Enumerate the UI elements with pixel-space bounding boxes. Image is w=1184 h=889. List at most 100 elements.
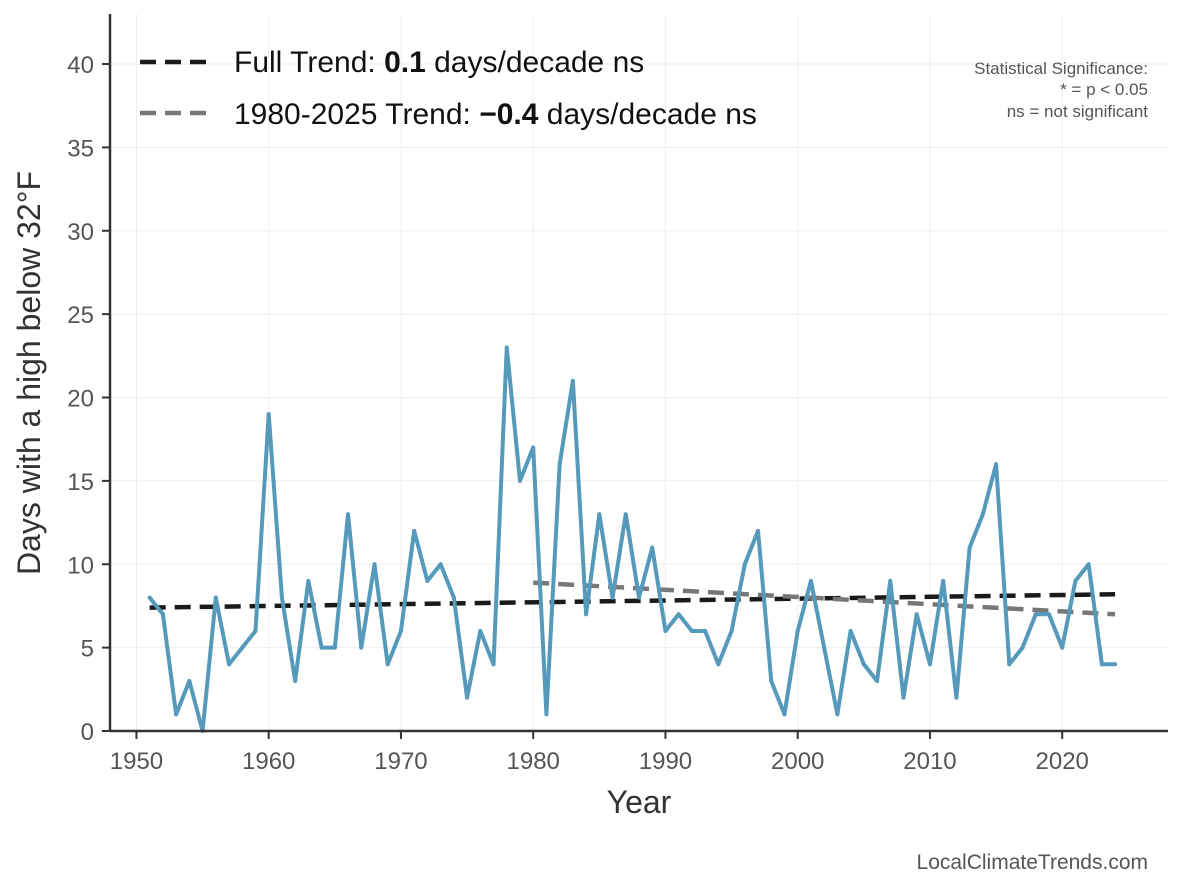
legend-recent-label: 1980-2025 Trend: −0.4 days/decade ns xyxy=(234,98,757,131)
data-point xyxy=(425,578,430,583)
significance-p-value: * = p < 0.05 xyxy=(1060,80,1148,99)
y-tick-label: 40 xyxy=(67,52,94,79)
data-point xyxy=(174,712,179,717)
data-point xyxy=(253,628,258,633)
data-point xyxy=(994,462,999,467)
trend-lines xyxy=(149,580,1116,617)
data-point xyxy=(346,512,351,517)
x-tick-label: 1950 xyxy=(110,748,163,775)
data-point xyxy=(941,578,946,583)
data-point xyxy=(1099,662,1104,667)
data-point xyxy=(967,545,972,550)
data-point xyxy=(676,612,681,617)
data-point xyxy=(412,528,417,533)
x-tick-label: 2020 xyxy=(1036,748,1089,775)
y-tick-label: 0 xyxy=(81,719,94,746)
data-point xyxy=(385,662,390,667)
data-point xyxy=(901,695,906,700)
data-point xyxy=(663,628,668,633)
data-point xyxy=(227,662,232,667)
data-point xyxy=(980,512,985,517)
data-point xyxy=(795,628,800,633)
data-point xyxy=(822,645,827,650)
data-point xyxy=(557,462,562,467)
data-point xyxy=(398,628,403,633)
data-point xyxy=(279,595,284,600)
trend-line-full xyxy=(149,592,1116,610)
data-point xyxy=(637,595,641,600)
data-point xyxy=(465,695,470,700)
data-point xyxy=(438,562,443,567)
data-point xyxy=(147,595,152,600)
x-tick-label: 1970 xyxy=(374,748,427,775)
data-point xyxy=(729,628,734,633)
data-point xyxy=(689,628,694,633)
data-point xyxy=(861,662,866,667)
x-ticks: 1950 1960 1970 1980 1990 2000 2010 2020 xyxy=(110,731,1089,775)
data-point xyxy=(451,595,456,600)
data-point xyxy=(213,595,218,600)
trend-line-recent xyxy=(533,580,1116,617)
data-point xyxy=(808,578,813,583)
y-tick-label: 15 xyxy=(67,469,94,496)
data-point xyxy=(1046,612,1051,617)
y-ticks: 0 5 10 15 20 25 30 35 40 xyxy=(67,52,110,746)
data-point xyxy=(187,678,192,683)
data-point xyxy=(504,345,509,350)
x-tick-label: 2000 xyxy=(771,748,824,775)
data-point xyxy=(570,378,575,383)
data-point xyxy=(782,712,787,717)
data-point xyxy=(478,628,483,633)
data-point xyxy=(544,712,549,717)
y-axis-label: Days with a high below 32°F xyxy=(11,171,47,575)
x-tick-label: 2010 xyxy=(903,748,956,775)
data-point xyxy=(1060,645,1065,650)
y-tick-label: 5 xyxy=(81,636,94,663)
data-point xyxy=(332,645,337,650)
grid xyxy=(110,14,1168,732)
data-point xyxy=(835,712,840,717)
series xyxy=(147,345,1118,733)
legend-full-label: Full Trend: 0.1 days/decade ns xyxy=(234,46,644,79)
x-tick-label: 1980 xyxy=(507,748,560,775)
data-point xyxy=(914,612,919,617)
site-credit: LocalClimateTrends.com xyxy=(916,851,1148,874)
legend: Full Trend: 0.1 days/decade ns 1980-2025… xyxy=(140,46,757,131)
data-point xyxy=(359,645,364,650)
data-point xyxy=(623,512,628,517)
data-point xyxy=(319,645,324,650)
data-point xyxy=(491,662,496,667)
significance-title: Statistical Significance: xyxy=(974,59,1148,78)
axes xyxy=(108,14,1168,733)
data-point xyxy=(240,645,245,650)
data-point xyxy=(703,628,708,633)
series-line xyxy=(148,345,1116,733)
data-point xyxy=(769,678,774,683)
data-point xyxy=(293,678,298,683)
x-tick-label: 1960 xyxy=(242,748,295,775)
data-point xyxy=(927,662,932,667)
data-point xyxy=(306,578,311,583)
data-point xyxy=(597,512,602,517)
data-point xyxy=(517,478,522,483)
data-point xyxy=(875,678,880,683)
data-point xyxy=(848,628,853,633)
data-point xyxy=(1073,578,1078,583)
data-point xyxy=(716,662,721,667)
data-point xyxy=(756,528,761,533)
data-point xyxy=(160,612,165,617)
y-tick-label: 10 xyxy=(67,552,94,579)
data-point xyxy=(1113,662,1118,667)
data-point xyxy=(1033,612,1038,617)
data-point xyxy=(584,612,589,617)
data-point xyxy=(266,412,271,417)
y-tick-label: 35 xyxy=(67,135,94,162)
significance-ns: ns = not significant xyxy=(1007,102,1149,121)
x-axis-label: Year xyxy=(607,784,672,820)
data-point xyxy=(531,445,536,450)
data-point xyxy=(372,562,377,567)
data-point xyxy=(650,545,655,550)
data-point xyxy=(1086,562,1091,567)
significance-note: Statistical Significance: * = p < 0.05 n… xyxy=(974,59,1148,121)
